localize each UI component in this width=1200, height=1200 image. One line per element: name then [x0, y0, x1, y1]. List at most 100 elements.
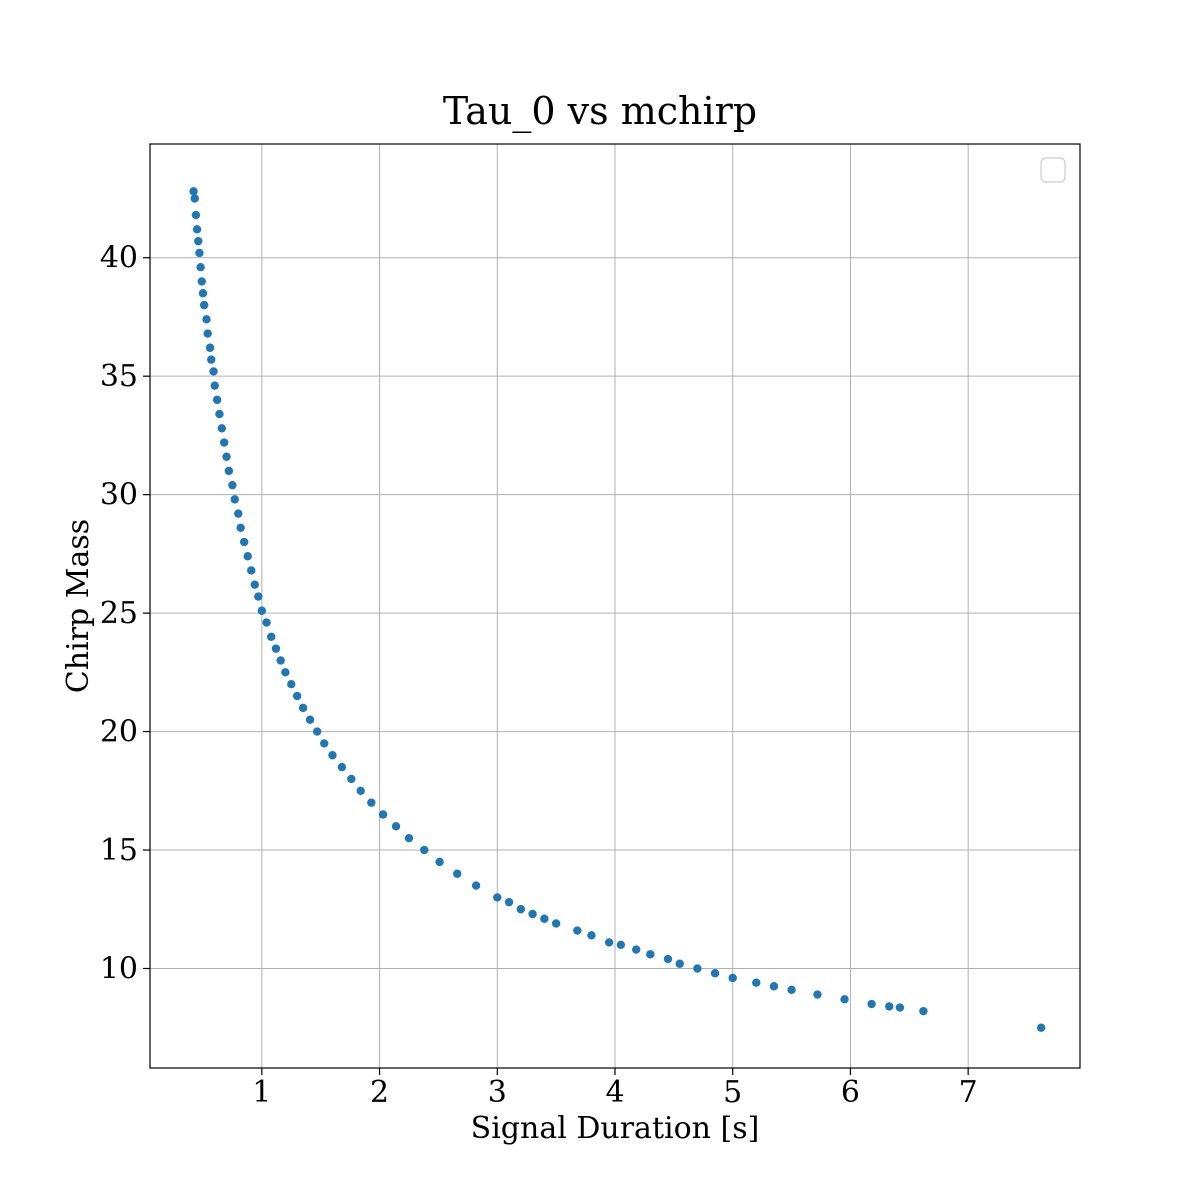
- data-point: [209, 367, 218, 376]
- data-point: [616, 940, 626, 949]
- data-point: [919, 1006, 928, 1016]
- data-point: [573, 926, 582, 935]
- ticks: 1 2 3 4 5 6 7 10 15 20 25 30 35 40: [100, 241, 978, 1110]
- data-point: [191, 210, 201, 220]
- data-point: [693, 964, 702, 973]
- data-point: [1036, 1023, 1046, 1032]
- data-point: [604, 938, 614, 947]
- data-point: [710, 969, 720, 978]
- data-point: [435, 857, 444, 867]
- y-tick-label: 20: [100, 715, 138, 750]
- data-point: [493, 893, 502, 902]
- data-point: [885, 1002, 894, 1011]
- data-point: [631, 945, 641, 954]
- data-point: [404, 833, 414, 843]
- data-point: [867, 999, 876, 1009]
- data-point: [271, 644, 281, 653]
- data-point: [236, 523, 245, 533]
- data-point: [194, 236, 203, 246]
- data-point: [205, 343, 215, 352]
- data-point: [276, 656, 285, 665]
- y-tick-label: 15: [100, 833, 138, 868]
- data-point: [230, 495, 239, 504]
- data-point: [895, 1003, 905, 1012]
- data-point: [192, 225, 202, 234]
- data-point: [203, 329, 212, 338]
- data-point: [292, 691, 302, 701]
- data-point: [257, 606, 267, 615]
- data-point: [378, 810, 388, 819]
- data-point: [190, 194, 199, 203]
- data-point: [551, 919, 561, 928]
- data-point: [587, 931, 596, 940]
- data-point: [453, 869, 462, 878]
- data-point: [528, 909, 537, 919]
- data-point: [516, 905, 526, 914]
- x-tick-label: 3: [488, 1075, 507, 1110]
- x-tick-label: 6: [841, 1075, 860, 1110]
- data-point: [262, 618, 271, 627]
- data-point: [212, 395, 222, 405]
- data-point: [202, 315, 211, 324]
- series-points: [189, 187, 1046, 1032]
- data-point: [281, 668, 290, 677]
- data-point: [312, 727, 322, 736]
- y-tick-label: 40: [100, 241, 138, 276]
- data-point: [752, 978, 761, 987]
- data-point: [540, 914, 549, 923]
- data-point: [728, 973, 737, 983]
- data-point: [222, 452, 231, 461]
- x-tick-label: 5: [723, 1075, 742, 1110]
- y-axis-label: Chirp Mass: [61, 519, 96, 693]
- data-point: [215, 409, 224, 419]
- data-point: [198, 289, 208, 298]
- y-tick-label: 25: [100, 596, 138, 631]
- data-point: [787, 985, 796, 995]
- data-point: [239, 537, 249, 547]
- data-point: [243, 552, 252, 561]
- data-point: [337, 762, 347, 772]
- y-tick-label: 35: [100, 359, 138, 394]
- data-point: [675, 959, 684, 968]
- x-axis-label: Signal Duration [s]: [471, 1111, 760, 1146]
- data-point: [189, 187, 198, 196]
- data-point: [210, 381, 219, 390]
- data-point: [267, 632, 276, 641]
- x-tick-label: 1: [252, 1075, 271, 1110]
- grid: [150, 144, 1080, 1068]
- data-point: [247, 566, 256, 575]
- data-point: [234, 509, 243, 518]
- x-tick-label: 7: [959, 1075, 978, 1110]
- data-point: [224, 466, 234, 476]
- data-point: [219, 438, 229, 447]
- data-point: [320, 739, 329, 748]
- data-point: [196, 263, 205, 272]
- data-point: [217, 424, 227, 433]
- data-point: [207, 355, 216, 364]
- data-point: [367, 798, 376, 807]
- data-point: [504, 897, 514, 907]
- data-point: [254, 592, 263, 601]
- data-point: [347, 774, 356, 784]
- data-point: [420, 845, 429, 855]
- data-point: [813, 990, 822, 999]
- legend-box: [1040, 157, 1066, 183]
- data-point: [646, 950, 655, 959]
- chart-title: Tau_0 vs mchirp: [443, 89, 757, 134]
- data-point: [391, 822, 401, 831]
- x-tick-label: 2: [370, 1075, 389, 1110]
- data-point: [840, 995, 849, 1004]
- data-point: [250, 580, 259, 589]
- data-point: [287, 679, 296, 689]
- y-tick-label: 30: [100, 478, 138, 513]
- data-point: [356, 786, 365, 795]
- data-point: [471, 881, 481, 890]
- data-point: [228, 480, 237, 490]
- data-point: [298, 703, 308, 713]
- data-point: [197, 277, 206, 286]
- data-point: [769, 982, 779, 991]
- data-point: [199, 300, 209, 310]
- data-point: [195, 248, 204, 258]
- data-point: [663, 954, 673, 964]
